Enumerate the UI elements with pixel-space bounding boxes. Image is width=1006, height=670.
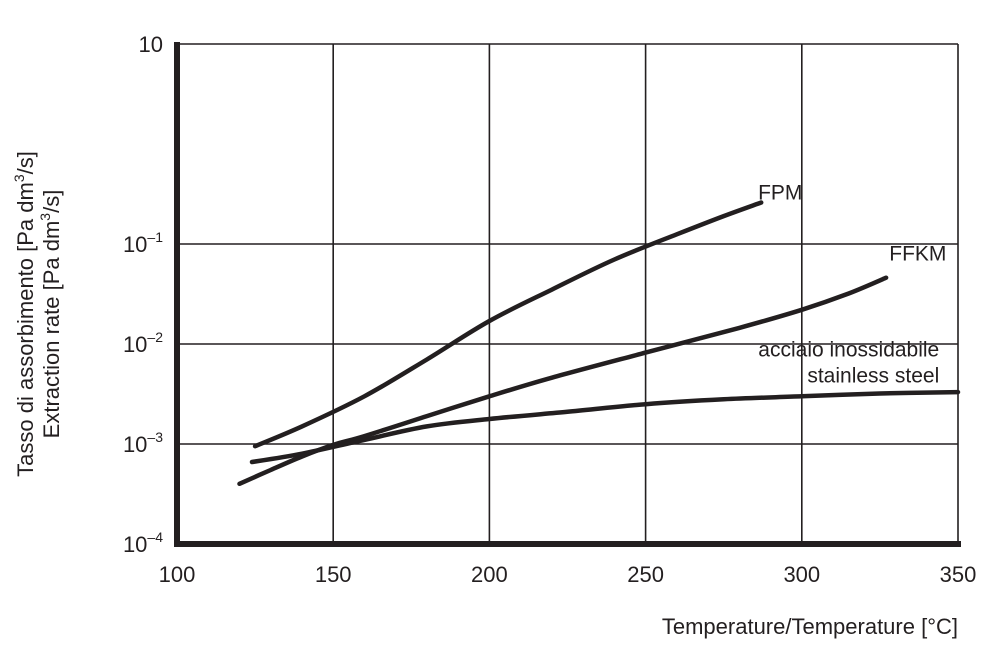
y-tick-label: 10–4 (123, 529, 163, 557)
series-label-acciaio: acciaio inossidabile (758, 338, 939, 361)
x-axis-title: Temperature/Temperature [°C] (662, 614, 958, 639)
y-axis-title-line: Tasso di assorbimento [Pa dm3/s] (11, 151, 38, 477)
series-label-acciaio: stainless steel (807, 364, 939, 387)
series-line-acciaio (249, 389, 961, 465)
series-line-fpm (252, 200, 764, 449)
y-tick-label: 10–2 (123, 329, 163, 357)
y-axis-title-line: Extraction rate [Pa dm3/s] (37, 190, 64, 439)
series-label-ffkm: FFKM (889, 243, 946, 266)
axes (174, 42, 961, 547)
x-tick-label: 200 (471, 562, 508, 587)
x-tick-label: 350 (940, 562, 977, 587)
labels: 100 150 200 250 300 350 10 10–1 10–2 10–3 10–4 FPM F… (11, 32, 976, 639)
x-tick-label: 100 (159, 562, 196, 587)
grid (177, 43, 959, 544)
series-line-ffkm (237, 275, 889, 487)
y-tick-label: 10–1 (123, 229, 163, 257)
x-tick-label: 300 (783, 562, 820, 587)
y-tick-label: 10 (139, 32, 163, 57)
series-label-fpm: FPM (758, 181, 802, 204)
series-lines (237, 200, 961, 487)
x-tick-label: 150 (315, 562, 352, 587)
y-tick-label: 10–3 (123, 429, 163, 457)
x-tick-label: 250 (627, 562, 664, 587)
